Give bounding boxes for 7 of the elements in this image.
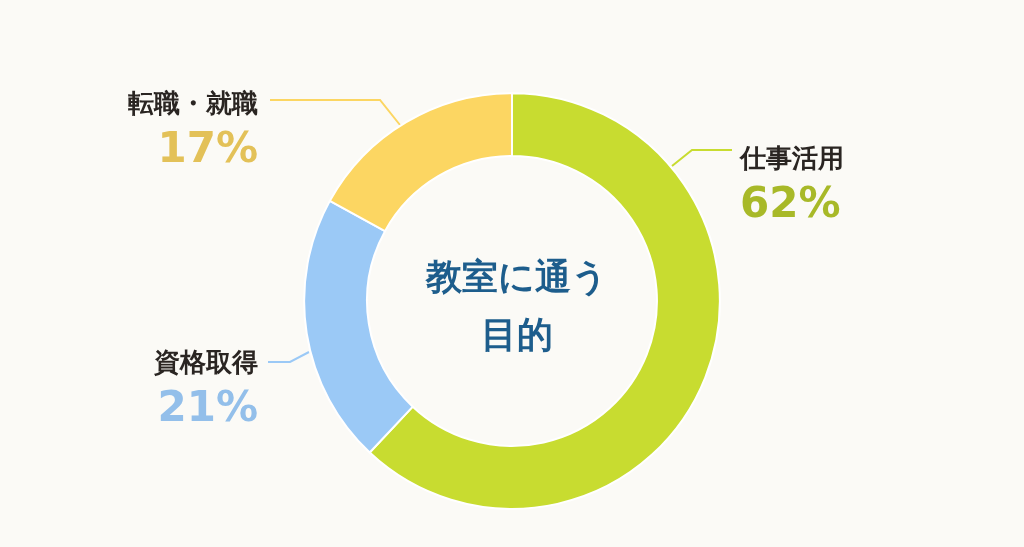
text: 教室に通う目的	[425, 255, 608, 355]
data-label: 62%	[740, 177, 841, 227]
data-label: 17%	[157, 122, 258, 172]
slice-label: 仕事活用	[739, 143, 844, 173]
slice-label: 資格取得	[153, 347, 258, 377]
data-label: 21%	[157, 381, 258, 431]
slice-label: 転職・就職	[128, 88, 258, 118]
